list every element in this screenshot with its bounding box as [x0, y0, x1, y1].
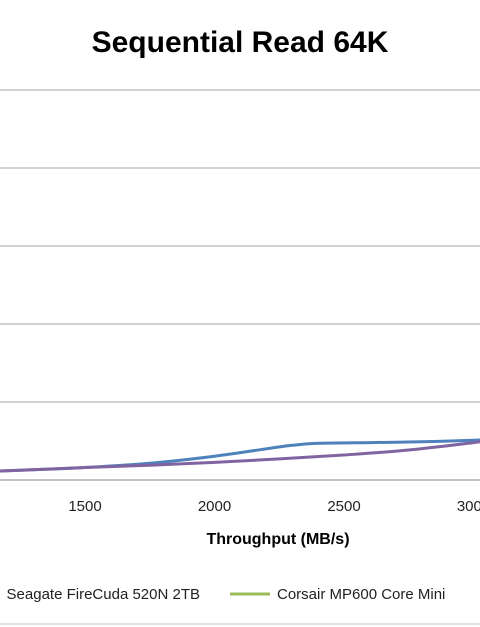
legend-label: Seagate FireCuda 520N 2TB: [7, 586, 200, 603]
x-tick-label: 1500: [68, 498, 101, 515]
chart-title: Sequential Read 64K: [92, 26, 389, 59]
series-line-2: [0, 440, 480, 473]
x-tick-label: 2500: [327, 498, 360, 515]
legend: Seagate FireCuda 520N 2TB Corsair MP600 C…: [7, 586, 446, 603]
legend-label: Corsair MP600 Core Mini: [277, 586, 445, 603]
x-tick-label: 3000: [457, 498, 480, 515]
x-tick-labels: 1500 2000 2500 3000: [68, 498, 480, 515]
series-lines: [0, 438, 480, 473]
x-axis-label: Throughput (MB/s): [206, 531, 349, 548]
x-tick-label: 2000: [198, 498, 231, 515]
gridlines: [0, 89, 480, 481]
